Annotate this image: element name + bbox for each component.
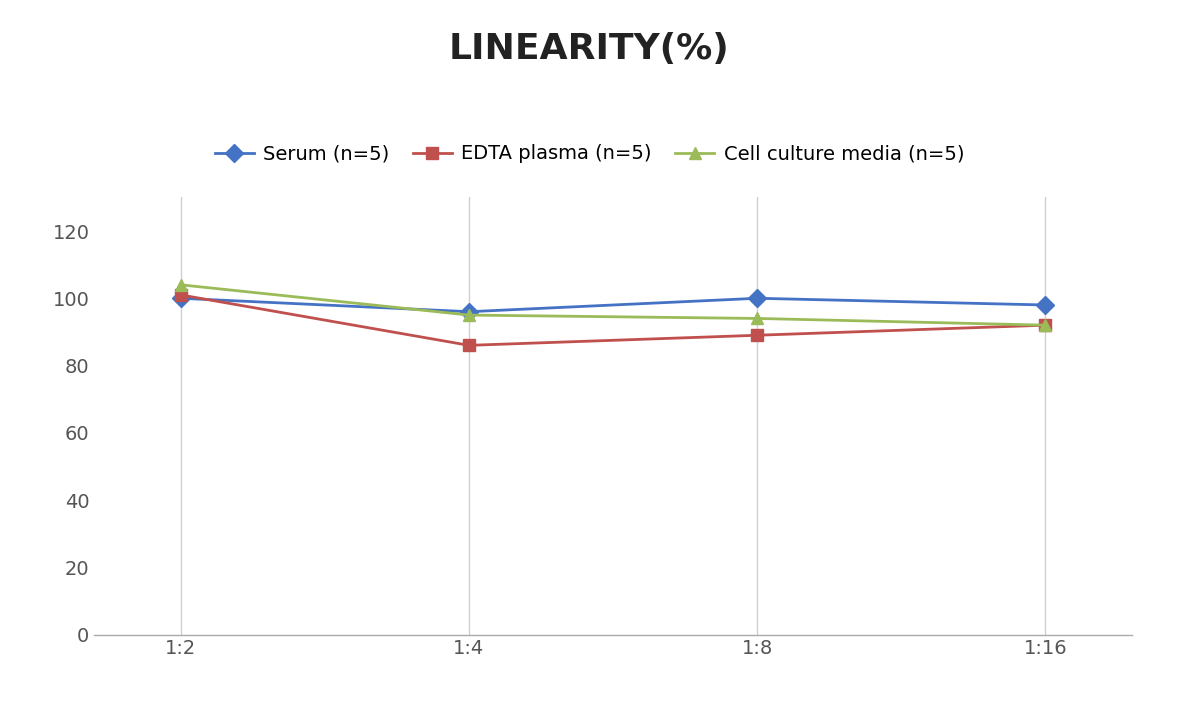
Legend: Serum (n=5), EDTA plasma (n=5), Cell culture media (n=5): Serum (n=5), EDTA plasma (n=5), Cell cul… bbox=[206, 137, 973, 171]
Text: LINEARITY(%): LINEARITY(%) bbox=[449, 32, 730, 66]
